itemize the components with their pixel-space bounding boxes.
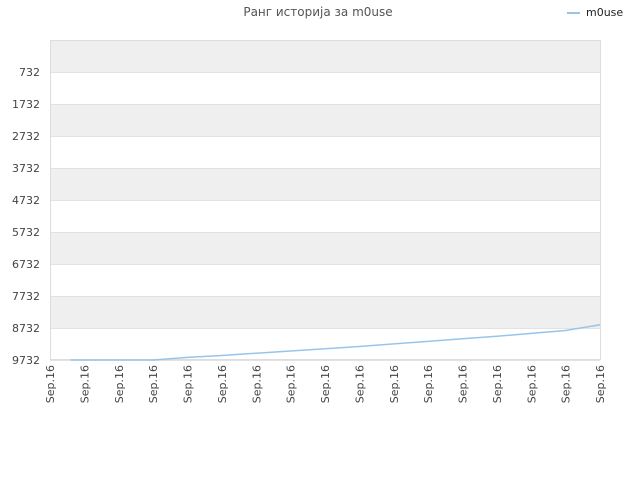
plot-bands xyxy=(50,40,600,360)
x-tick-label: Sep.16 xyxy=(560,365,573,403)
plot-band xyxy=(50,264,600,296)
plot-band xyxy=(50,72,600,104)
y-tick-label: 1732 xyxy=(12,98,40,111)
x-tick-label: Sep.16 xyxy=(216,365,229,403)
plot-band xyxy=(50,168,600,200)
x-tick-label: Sep.16 xyxy=(319,365,332,403)
y-tick-label: 732 xyxy=(19,66,40,79)
y-tick-label: 8732 xyxy=(12,322,40,335)
y-tick-label: 7732 xyxy=(12,290,40,303)
plot-border xyxy=(50,40,601,360)
plot-band xyxy=(50,200,600,232)
y-tick-labels: 732 1732 2732 3732 4732 5732 6732 7732 8732 9732 xyxy=(12,66,40,367)
x-tick-label: Sep.16 xyxy=(78,365,91,403)
x-tick-label: Sep.16 xyxy=(594,365,607,403)
x-tick-labels: Sep.16 Sep.16 Sep.16 Sep.16 Sep.16 Sep.16 Sep.… xyxy=(44,365,607,403)
chart-title: Ранг историја за m0use xyxy=(243,5,392,19)
plot-band xyxy=(50,104,600,136)
plot-band xyxy=(50,136,600,168)
x-tick-label: Sep.16 xyxy=(457,365,470,403)
x-tick-label: Sep.16 xyxy=(44,365,57,403)
legend: m0use xyxy=(567,6,623,19)
series-line-m0use xyxy=(70,323,601,361)
x-tick-label: Sep.16 xyxy=(250,365,263,403)
legend-label-m0use: m0use xyxy=(586,6,623,19)
x-tick-label: Sep.16 xyxy=(285,365,298,403)
series-lines xyxy=(70,323,601,361)
y-tick-label: 4732 xyxy=(12,194,40,207)
y-tick-label: 5732 xyxy=(12,226,40,239)
plot-band xyxy=(50,232,600,264)
y-tick-label: 3732 xyxy=(12,162,40,175)
x-tick-label: Sep.16 xyxy=(491,365,504,403)
x-tick-label: Sep.16 xyxy=(147,365,160,403)
y-tick-label: 6732 xyxy=(12,258,40,271)
plot-band xyxy=(50,40,600,72)
y-tick-label: 2732 xyxy=(12,130,40,143)
x-tick-label: Sep.16 xyxy=(113,365,126,403)
x-tick-label: Sep.16 xyxy=(388,365,401,403)
plot-band xyxy=(50,296,600,328)
plot-band xyxy=(50,328,600,360)
x-tick-label: Sep.16 xyxy=(525,365,538,403)
y-tick-label: 9732 xyxy=(12,354,40,367)
x-tick-label: Sep.16 xyxy=(182,365,195,403)
x-tick-label: Sep.16 xyxy=(422,365,435,403)
x-tick-label: Sep.16 xyxy=(353,365,366,403)
